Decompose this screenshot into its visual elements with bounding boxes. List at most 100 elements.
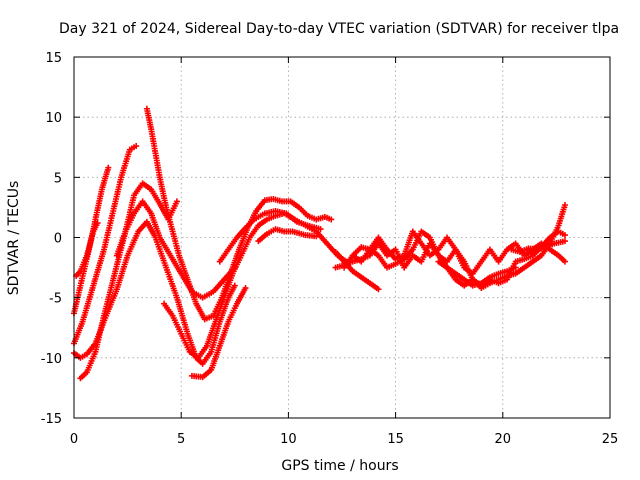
data-points-fill — [342, 260, 355, 273]
data-points-fill — [376, 236, 389, 251]
data-points-fill — [315, 214, 326, 222]
y-tick-label: -10 — [41, 352, 62, 367]
data-points-fill — [104, 288, 119, 317]
data-points-fill — [557, 254, 567, 264]
data-points-fill — [289, 199, 301, 210]
data-points-fill — [132, 182, 145, 197]
series-arc7 — [143, 105, 335, 323]
data-points-fill — [334, 262, 345, 270]
data-point — [375, 286, 382, 293]
data-points-fill — [110, 176, 124, 214]
x-tick-label: 20 — [495, 432, 512, 447]
x-tick-label: 15 — [387, 432, 404, 447]
data-points-fill — [394, 253, 405, 262]
data-point — [133, 143, 140, 150]
data-points-fill — [179, 333, 192, 353]
data-point — [313, 233, 320, 240]
data-points-fill — [553, 238, 566, 246]
data-points-fill — [196, 344, 209, 359]
plot-area — [71, 105, 568, 382]
data-points-fill — [157, 176, 169, 209]
data-points-fill — [226, 284, 237, 299]
data-point — [231, 282, 238, 289]
data-point — [512, 264, 519, 271]
data-points-fill — [235, 226, 248, 239]
series-arc4 — [77, 180, 180, 382]
data-points-fill — [194, 302, 207, 321]
data-points-fill — [510, 247, 521, 255]
series-arc11 — [255, 226, 320, 245]
data-points-fill — [264, 208, 277, 216]
data-points-fill — [257, 217, 269, 228]
axis-ticks — [73, 56, 611, 419]
data-point — [317, 226, 324, 233]
data-points-fill — [523, 259, 535, 270]
chart-title: Day 321 of 2024, Sidereal Day-to-day VTE… — [59, 21, 619, 37]
data-points-fill — [128, 144, 137, 152]
data-points-fill — [314, 230, 329, 245]
data-points-fill — [557, 229, 566, 237]
data-point — [561, 202, 568, 209]
data-points-fill — [162, 302, 175, 317]
data-points-fill — [402, 230, 415, 257]
data-points-fill — [454, 248, 466, 263]
data-points-fill — [480, 275, 492, 285]
data-points-fill — [283, 228, 294, 235]
data-points-fill — [266, 227, 277, 236]
data-points-fill — [394, 257, 405, 266]
data-points-fill — [144, 108, 154, 130]
series-arc10 — [216, 208, 324, 265]
data-points-fill — [158, 236, 173, 257]
data-points-fill — [114, 254, 130, 290]
series-arc14 — [332, 248, 382, 293]
series-arc5 — [71, 218, 238, 367]
data-points-fill — [71, 320, 85, 345]
data-points-fill — [506, 265, 517, 274]
data-points-fill — [376, 242, 389, 257]
series-arc9 — [188, 285, 249, 381]
data-points-fill — [360, 244, 371, 252]
data-points-fill — [514, 256, 526, 264]
data-points-fill — [174, 296, 190, 335]
data-points-fill — [519, 246, 530, 254]
data-points-fill — [203, 313, 215, 322]
data-points-fill — [248, 224, 260, 239]
series-arc16 — [435, 258, 519, 289]
data-points-fill — [84, 230, 96, 257]
data-points-fill — [164, 266, 180, 299]
data-points-fill — [376, 254, 389, 269]
data-points-fill — [264, 196, 275, 203]
data-points-fill — [213, 296, 227, 323]
data-points-fill — [93, 315, 109, 345]
data-points-fill — [410, 230, 424, 251]
y-tick-label: 5 — [54, 171, 62, 186]
data-points-fill — [291, 229, 307, 238]
y-tick-label: 15 — [45, 51, 62, 66]
data-points-fill — [454, 271, 466, 282]
data-points-fill — [80, 284, 96, 323]
data-points-fill — [253, 211, 266, 222]
y-tick-label: -15 — [41, 412, 62, 427]
data-point — [173, 198, 180, 205]
data-points-fill — [437, 259, 449, 270]
y-axis-label: SDTVAR / TECUs — [6, 181, 22, 296]
data-points-fill — [168, 254, 183, 275]
data-points-fill — [527, 245, 538, 253]
y-tick-label: 0 — [54, 232, 62, 247]
data-points-fill — [78, 254, 89, 272]
data-points-fill — [125, 230, 141, 257]
data-points-fill — [239, 236, 252, 257]
data-point — [561, 258, 568, 265]
series-arc17 — [508, 238, 568, 255]
data-points-fill — [462, 260, 475, 281]
data-points-fill — [297, 206, 309, 218]
data-points-fill — [79, 352, 88, 360]
data-points-fill — [368, 247, 380, 258]
data-point — [105, 164, 112, 171]
x-tick-label: 25 — [602, 432, 619, 447]
data-points-fill — [531, 253, 543, 264]
data-points-fill — [118, 149, 132, 178]
data-points-fill — [72, 351, 82, 360]
grid-lines — [74, 57, 610, 418]
